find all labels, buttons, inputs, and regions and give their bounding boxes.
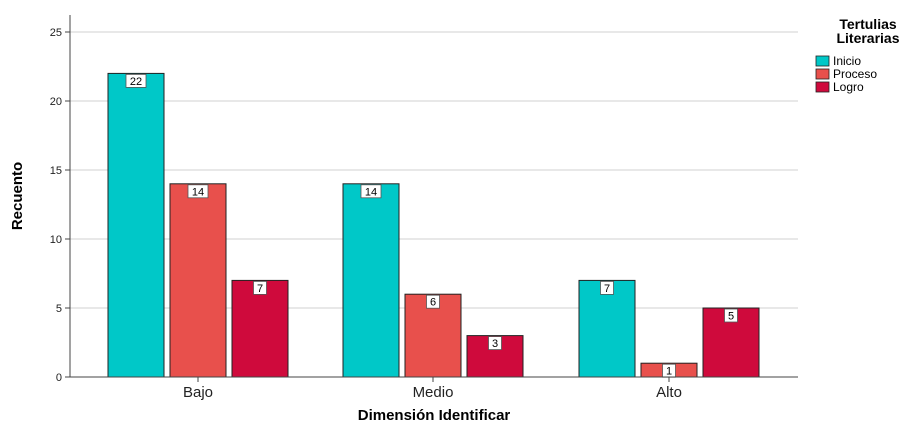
data-label: 14 (192, 186, 204, 198)
data-label: 3 (492, 338, 498, 350)
data-label: 22 (130, 76, 142, 88)
bar-bajo-inicio (107, 72, 165, 378)
bar-bajo-proceso (169, 183, 227, 378)
bars (107, 72, 760, 378)
data-label: 14 (365, 186, 377, 198)
x-axis-categories: Bajo Medio Alto (183, 377, 682, 401)
y-tick-label: 10 (50, 234, 62, 246)
bar-alto-inicio (578, 279, 636, 378)
y-axis-title: Recuento (9, 162, 26, 230)
x-tick-label: Bajo (183, 384, 213, 401)
legend-title: Literarias (836, 30, 899, 46)
data-label-box (426, 294, 440, 309)
x-tick-label: Medio (413, 384, 454, 401)
legend-title: Tertulias (839, 16, 897, 32)
y-tick-label: 0 (56, 372, 62, 384)
data-label-box (600, 280, 614, 295)
data-label-box (360, 184, 382, 199)
data-labels: 22 14 7 14 6 3 7 1 5 (125, 74, 738, 378)
data-label-box (724, 308, 738, 323)
bar-medio-inicio (342, 183, 400, 378)
y-tick-label: 25 (50, 27, 62, 39)
data-label: 7 (257, 283, 263, 295)
data-label-box (187, 184, 209, 199)
legend-label-inicio: Inicio (833, 54, 861, 68)
legend-label-logro: Logro (833, 80, 864, 94)
data-label: 1 (666, 366, 672, 378)
bar-bajo-logro (231, 279, 289, 378)
legend-swatch-inicio (815, 55, 830, 67)
y-tick-label: 20 (50, 96, 62, 108)
data-label: 5 (728, 311, 734, 323)
legend-label-proceso: Proceso (833, 67, 877, 81)
y-axis-ticks: 0 5 10 15 20 25 (50, 27, 70, 384)
data-label: 6 (430, 297, 436, 309)
y-tick-label: 5 (56, 303, 62, 315)
y-tick-label: 15 (50, 165, 62, 177)
data-label: 7 (604, 283, 610, 295)
legend-swatch-logro (815, 81, 830, 93)
data-label-box (125, 74, 147, 88)
legend-swatch-proceso (815, 68, 830, 80)
data-label-box (253, 280, 267, 295)
x-axis-title: Dimensión Identificar (358, 407, 511, 424)
x-tick-label: Alto (656, 384, 682, 401)
data-label-box (488, 336, 502, 351)
